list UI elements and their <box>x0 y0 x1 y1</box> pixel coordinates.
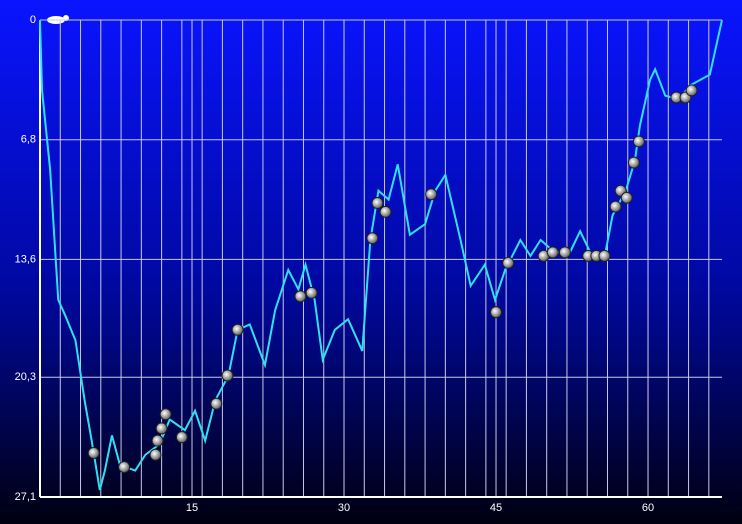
event-marker <box>502 256 515 269</box>
event-marker <box>685 84 698 97</box>
event-marker-icon <box>159 408 172 421</box>
event-marker-icon <box>490 306 503 319</box>
event-marker <box>221 369 234 382</box>
event-marker <box>546 246 559 259</box>
event-marker-icon <box>366 232 379 245</box>
x-tick-label: 30 <box>338 502 350 514</box>
event-marker-icon <box>609 200 622 213</box>
event-marker <box>620 191 633 204</box>
x-tick-label: 15 <box>186 502 198 514</box>
event-marker-icon <box>294 290 307 303</box>
event-marker-icon <box>425 188 438 201</box>
event-marker-icon <box>685 84 698 97</box>
event-marker <box>558 246 571 259</box>
event-marker <box>379 205 392 218</box>
event-marker <box>598 249 611 262</box>
event-marker-icon <box>175 431 188 444</box>
y-tick-label: 20,3 <box>15 371 36 383</box>
event-marker-icon <box>598 249 611 262</box>
event-marker <box>632 135 645 148</box>
event-marker-icon <box>502 256 515 269</box>
event-marker <box>159 408 172 421</box>
event-marker-icon <box>87 446 100 459</box>
y-tick-label: 6,8 <box>21 134 36 146</box>
event-marker-icon <box>231 323 244 336</box>
event-marker <box>366 232 379 245</box>
x-tick-label: 60 <box>642 502 654 514</box>
event-marker <box>155 422 168 435</box>
event-marker <box>151 434 164 447</box>
event-marker <box>371 197 384 210</box>
event-marker-icon <box>371 197 384 210</box>
event-marker <box>118 461 131 474</box>
event-marker-icon <box>151 434 164 447</box>
event-marker <box>305 286 318 299</box>
event-marker <box>425 188 438 201</box>
y-tick-label: 27,1 <box>15 491 36 503</box>
event-marker <box>627 156 640 169</box>
x-tick-label: 45 <box>490 502 502 514</box>
event-marker <box>294 290 307 303</box>
event-marker-icon <box>546 246 559 259</box>
event-marker-icon <box>118 461 131 474</box>
event-marker-icon <box>155 422 168 435</box>
event-marker-icon <box>379 205 392 218</box>
event-marker <box>231 323 244 336</box>
event-marker <box>149 448 162 461</box>
y-tick-label: 0 <box>30 14 36 26</box>
depth-line <box>39 19 723 491</box>
event-marker-icon <box>620 191 633 204</box>
event-marker <box>87 446 100 459</box>
event-marker-icon <box>210 397 223 410</box>
event-marker <box>175 431 188 444</box>
event-marker-icon <box>632 135 645 148</box>
event-marker-icon <box>221 369 234 382</box>
event-marker-icon <box>627 156 640 169</box>
event-marker-icon <box>305 286 318 299</box>
event-marker <box>490 306 503 319</box>
event-marker <box>609 200 622 213</box>
event-marker <box>210 397 223 410</box>
event-marker-icon <box>558 246 571 259</box>
event-marker-icon <box>149 448 162 461</box>
y-tick-label: 13,6 <box>15 253 36 265</box>
